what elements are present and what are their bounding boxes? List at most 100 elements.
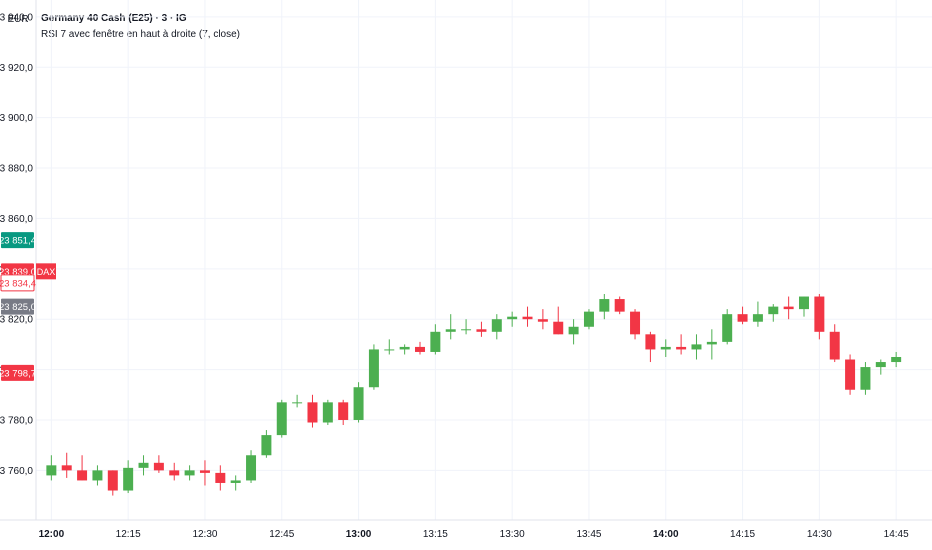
candle-body: [645, 334, 656, 350]
candle-down: [307, 394, 318, 428]
candle-body: [814, 296, 825, 332]
candle-down: [199, 460, 210, 486]
candle-body: [399, 346, 410, 350]
candle-body: [61, 465, 72, 471]
candle-up: [875, 359, 886, 375]
candle-up: [92, 465, 103, 486]
price-badge: 23 798,7: [0, 364, 36, 381]
candle-body: [476, 329, 487, 332]
candle-body: [630, 311, 641, 335]
time-axis-background: [0, 520, 932, 550]
candle-down: [737, 306, 748, 325]
time-tick-label: 14:45: [884, 529, 909, 540]
candle-up: [261, 430, 272, 458]
price-badge-box: [1, 364, 34, 381]
time-tick-label: 13:15: [423, 529, 448, 540]
candle-body: [415, 346, 425, 352]
candle-up: [430, 324, 441, 355]
candle-down: [476, 321, 487, 337]
candle-body: [77, 470, 88, 481]
candle-up: [123, 460, 134, 494]
candle-body: [384, 349, 395, 351]
candle-up: [246, 450, 257, 483]
symbol-tag-box: [36, 263, 56, 280]
candle-body: [261, 435, 272, 456]
time-tick-label: 12:00: [39, 529, 65, 540]
time-tick-label: 13:00: [346, 529, 372, 540]
candle-down: [630, 309, 641, 340]
time-tick-label: 14:00: [653, 529, 679, 540]
time-tick-label: 14:30: [807, 529, 832, 540]
candle-body: [353, 387, 364, 420]
candle-down: [814, 294, 825, 340]
candle-body: [491, 319, 502, 332]
candle-up: [399, 344, 410, 355]
price-tick-label: 23 940,0: [0, 12, 33, 23]
price-tick-label: 23 920,0: [0, 63, 33, 74]
candle-body: [507, 316, 518, 320]
candles: [46, 294, 902, 496]
candle-body: [568, 326, 579, 335]
price-tick-label: 23 780,0: [0, 415, 33, 426]
candle-body: [537, 319, 548, 322]
symbol-title[interactable]: Germany 40 Cash (E25) · 3 · IG: [41, 13, 187, 24]
candle-up: [860, 362, 871, 395]
candle-up: [384, 339, 395, 355]
candle-up: [445, 314, 456, 340]
candle-body: [660, 346, 671, 350]
candle-body: [215, 472, 226, 483]
candle-body: [799, 296, 809, 310]
candle-body: [875, 362, 886, 368]
chart-legend: Germany 40 Cash (E25) · 3 · IG RSI 7 ave…: [41, 11, 240, 43]
candle-body: [246, 455, 257, 481]
candle-body: [461, 329, 472, 331]
currency-label[interactable]: EUR: [7, 14, 28, 25]
candle-down: [153, 455, 164, 473]
time-tick-label: 12:45: [269, 529, 294, 540]
price-badge-label: 23 839,0: [0, 267, 36, 278]
symbol-tag-label: DAX: [37, 267, 56, 277]
candle-down: [645, 331, 656, 363]
candle-up: [891, 351, 902, 368]
candle-body: [706, 341, 717, 345]
candle-body: [292, 402, 303, 404]
candle-body: [737, 314, 748, 322]
grid-lines: [36, 0, 932, 520]
time-tick-label: 12:15: [116, 529, 141, 540]
candle-down: [614, 296, 625, 315]
candle-down: [522, 306, 533, 327]
candle-up: [292, 394, 303, 408]
time-axis[interactable]: 12:00 12:15 12:30 12:45 13:00 13:15 13:30 13:45…: [0, 519, 932, 550]
candle-body: [722, 314, 733, 342]
indicator-label[interactable]: RSI 7 avec fenêtre en haut à droite (7, …: [41, 29, 240, 40]
candle-body: [338, 402, 349, 420]
price-badge-label: 23 834,4: [0, 278, 36, 289]
candle-down: [829, 324, 840, 363]
price-tick-label: 23 860,0: [0, 214, 33, 225]
price-badge-label: 23 851,4: [0, 236, 36, 247]
price-badge: 23 851,4: [0, 232, 36, 249]
candle-body: [829, 331, 840, 360]
candle-body: [783, 306, 794, 310]
candle-body: [676, 346, 687, 350]
candle-up: [184, 465, 195, 481]
price-badge-box: [1, 298, 34, 315]
candle-body: [445, 329, 456, 332]
candle-down: [169, 462, 180, 481]
candle-body: [276, 402, 287, 436]
candle-up: [368, 344, 379, 390]
price-tick-label: 23 760,0: [0, 466, 33, 477]
candle-body: [92, 470, 103, 481]
price-badge: 23 834,4: [0, 274, 36, 292]
candle-up: [138, 455, 149, 476]
candle-up: [230, 475, 241, 491]
candle-down: [845, 354, 856, 395]
candle-body: [322, 402, 333, 423]
price-badge-box: [0, 274, 35, 292]
candle-body: [107, 470, 118, 491]
candle-up: [353, 382, 364, 423]
price-badge-label: 23 798,7: [0, 368, 36, 379]
candle-up: [768, 304, 779, 322]
